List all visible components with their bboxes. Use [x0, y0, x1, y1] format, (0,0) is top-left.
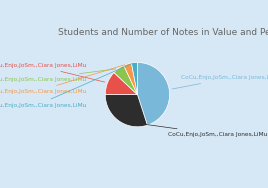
Text: CoCu,Enjo,JoSm,,Ciara Jones,LiMu: CoCu,Enjo,JoSm,,Ciara Jones,LiMu	[121, 121, 267, 137]
Wedge shape	[137, 62, 170, 125]
Text: Students and Number of Notes in Value and Percentage: Students and Number of Notes in Value an…	[58, 28, 268, 37]
Wedge shape	[105, 73, 137, 95]
Wedge shape	[124, 63, 137, 95]
Text: CoCu,Enjo,JoSm,,Ciara Jones,LiMu: CoCu,Enjo,JoSm,,Ciara Jones,LiMu	[0, 63, 105, 82]
Text: CoCu,Enjo,JoSm,,Ciara Jones,LiMu: CoCu,Enjo,JoSm,,Ciara Jones,LiMu	[0, 64, 132, 108]
Text: CoCu,Enjo,JoSm,,Ciara Jones,LiMu: CoCu,Enjo,JoSm,,Ciara Jones,LiMu	[0, 65, 125, 94]
Wedge shape	[114, 65, 137, 95]
Text: CoCu,Enjo,JoSm,,Ciara Jones,LiMu: CoCu,Enjo,JoSm,,Ciara Jones,LiMu	[172, 75, 268, 89]
Wedge shape	[131, 62, 137, 95]
Wedge shape	[105, 95, 147, 127]
Text: CoCu,Enjo,JoSm,,Ciara Jones,LiMu: CoCu,Enjo,JoSm,,Ciara Jones,LiMu	[0, 69, 116, 82]
